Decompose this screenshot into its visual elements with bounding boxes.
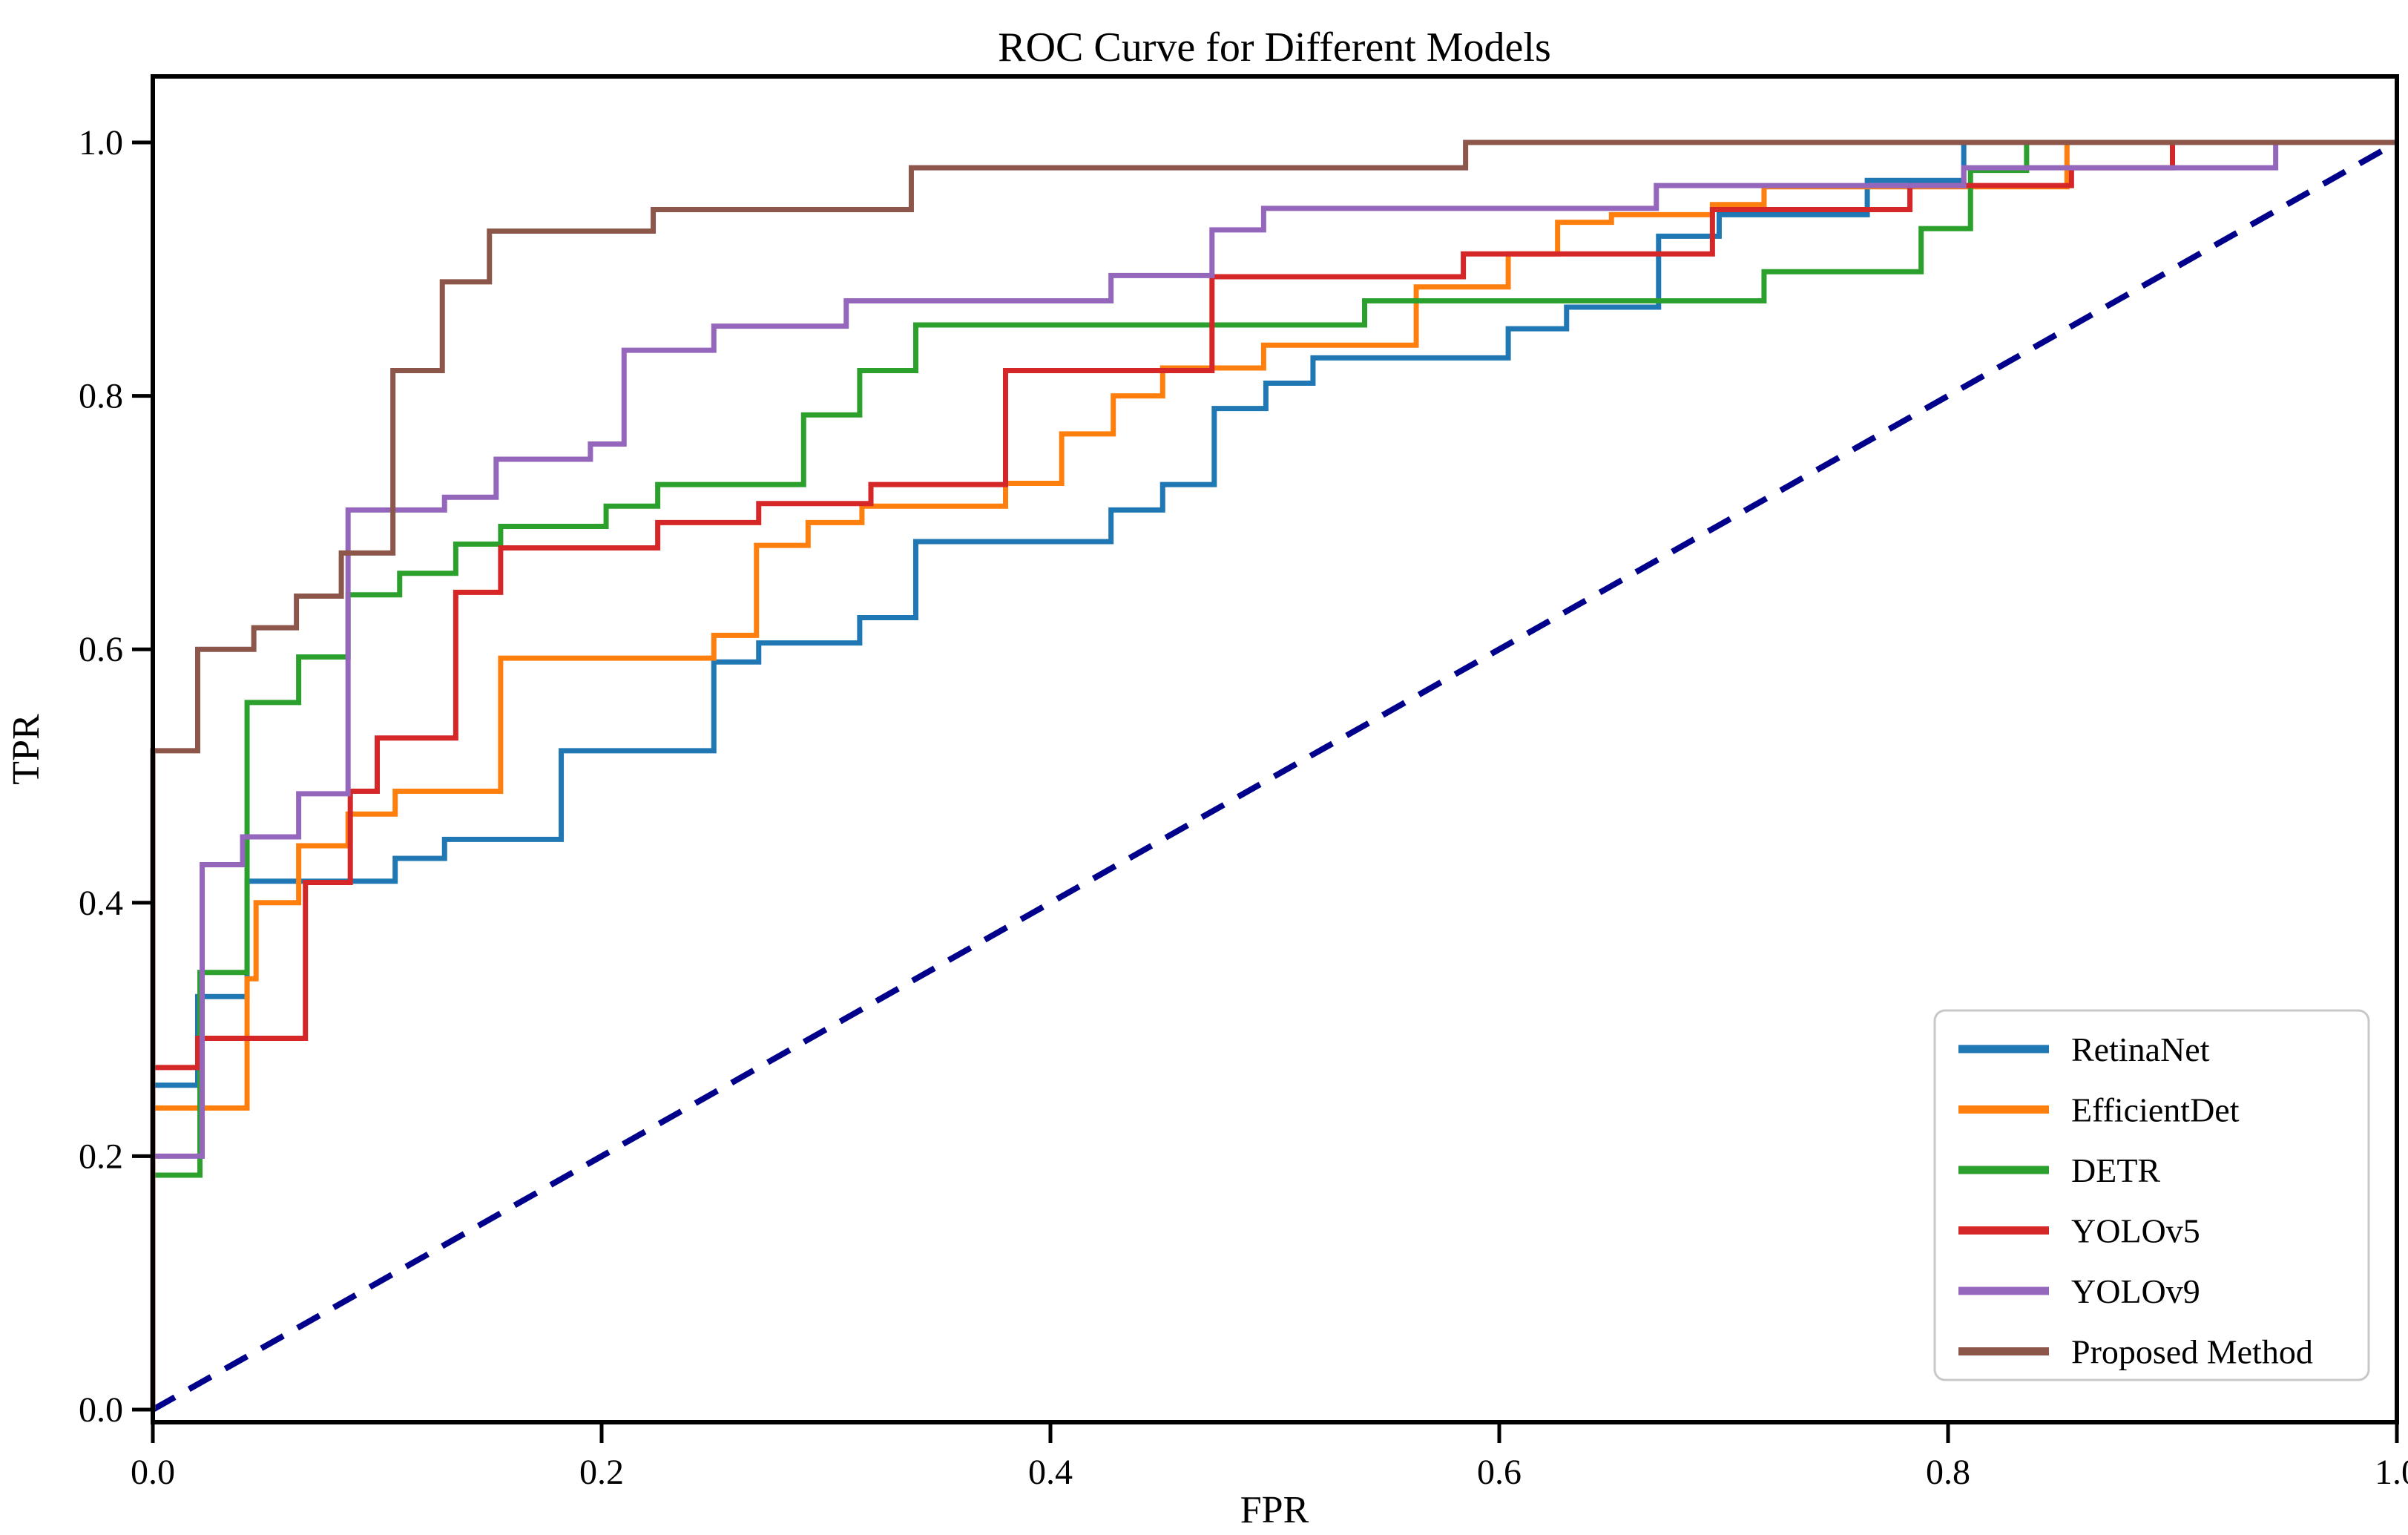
legend-label: DETR xyxy=(2071,1151,2160,1189)
legend-label: RetinaNet xyxy=(2071,1031,2210,1068)
x-tick-label: 0.8 xyxy=(1926,1453,1970,1492)
chart-title: ROC Curve for Different Models xyxy=(998,24,1551,70)
chance-diagonal xyxy=(151,139,2398,1413)
curve-yolov9 xyxy=(150,139,2397,1410)
axis-ticks-group: 0.0 0.2 0.4 0.6 0.8 1.0 0.0 0.2 0.4 0.6 0.8 1.0 xyxy=(79,123,2408,1492)
x-tick-label: 0.2 xyxy=(579,1453,624,1492)
curves-group xyxy=(150,139,2397,1410)
y-tick-label: 0.0 xyxy=(79,1390,123,1430)
chance-diagonal-group xyxy=(151,139,2398,1413)
y-tick-label: 0.8 xyxy=(79,377,123,416)
curve-yolov5 xyxy=(150,139,2397,1410)
curve-detr xyxy=(150,139,2397,1410)
x-axis-label: FPR xyxy=(1240,1489,1309,1531)
x-tick-label: 0.4 xyxy=(1028,1453,1073,1492)
legend-label: YOLOv9 xyxy=(2071,1272,2200,1310)
x-tick-label: 1.0 xyxy=(2375,1453,2408,1492)
legend-label: Proposed Method xyxy=(2071,1333,2313,1371)
curve-retinanet xyxy=(150,139,2397,1410)
legend-label: EfficientDet xyxy=(2071,1091,2240,1129)
legend: RetinaNet EfficientDet DETR YOLOv5 YOLOv9 Pro… xyxy=(1933,1009,2370,1381)
y-tick-label: 1.0 xyxy=(79,123,123,162)
legend-label: YOLOv5 xyxy=(2071,1212,2200,1250)
x-tick-label: 0.6 xyxy=(1477,1453,1522,1492)
y-axis-label: TPR xyxy=(5,714,47,785)
plot-spines xyxy=(151,74,2399,1424)
y-tick-label: 0.2 xyxy=(79,1137,123,1176)
y-tick-label: 0.4 xyxy=(79,884,123,923)
x-tick-label: 0.0 xyxy=(131,1453,175,1492)
curve-proposed-method xyxy=(150,139,2397,1410)
y-tick-label: 0.6 xyxy=(79,630,123,669)
